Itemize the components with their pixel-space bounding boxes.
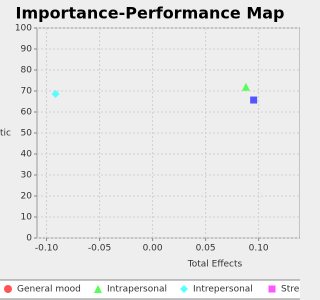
legend-marker	[268, 285, 276, 293]
y-tick-label: 70	[21, 87, 33, 97]
x-tick-label: 0.00	[143, 244, 163, 254]
legend-box	[0, 279, 300, 300]
x-tick-label: -0.05	[88, 244, 111, 254]
legend-label: General mood	[17, 285, 81, 295]
x-tick-label: -0.10	[35, 244, 59, 254]
y-tick-label: 80	[21, 66, 33, 76]
x-tick-label: 0.10	[249, 244, 269, 254]
legend-label: Intrepersonal	[193, 285, 253, 295]
x-tick-label: 0.05	[196, 244, 216, 254]
legend-marker	[180, 285, 188, 293]
y-tick-label: 100	[15, 24, 32, 34]
legend-label: Intrapersonal	[107, 285, 167, 295]
y-tick-label: 50	[21, 129, 33, 139]
y-tick-label: 60	[21, 108, 33, 118]
point	[241, 82, 250, 91]
chart: Importance-Performance Map Total Effects…	[0, 4, 300, 300]
y-tick-label: 30	[21, 171, 33, 181]
y-axis-label: tic	[0, 129, 11, 139]
legend-marker	[4, 285, 12, 293]
y-tick-label: 10	[21, 213, 33, 223]
y-tick-label: 0	[26, 234, 32, 244]
y-tick-label: 40	[21, 150, 33, 160]
point	[51, 89, 60, 98]
legend-marker	[94, 285, 102, 293]
y-tick-label: 90	[21, 45, 33, 55]
x-axis-label: Total Effects	[187, 260, 243, 270]
y-tick-label: 20	[21, 192, 33, 202]
chart-title: Importance-Performance Map	[15, 4, 284, 23]
point	[250, 96, 258, 104]
plot-area	[36, 27, 300, 239]
legend-label: Stre	[281, 285, 300, 295]
